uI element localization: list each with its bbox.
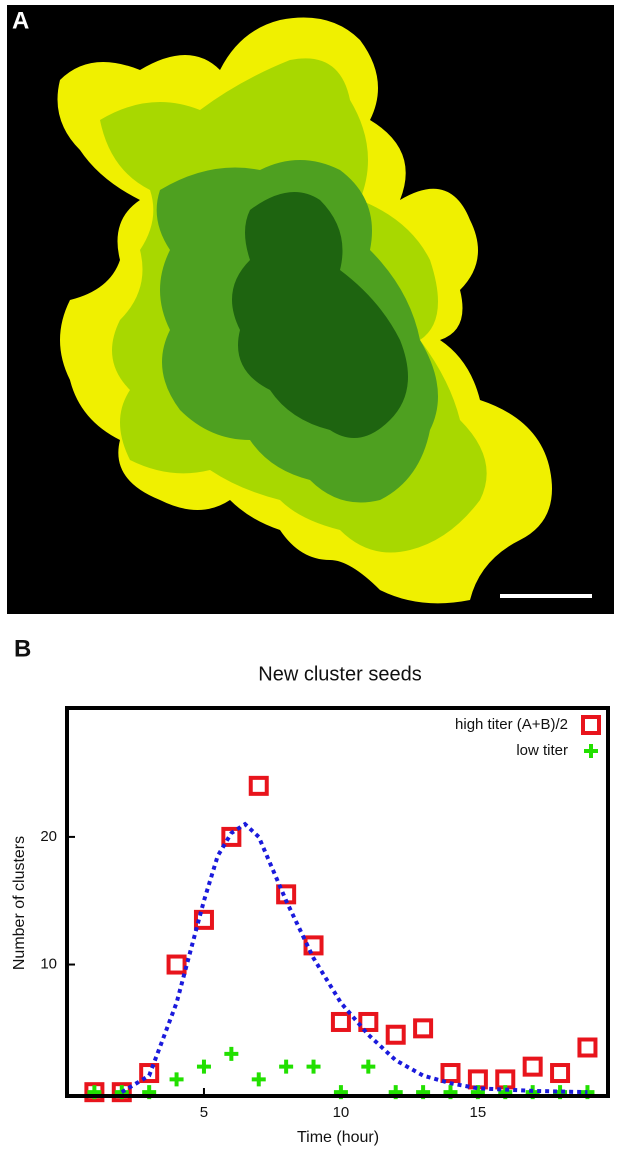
marker-square xyxy=(169,957,185,973)
legend-label: high titer (A+B)/2 xyxy=(455,716,568,733)
page: A B New cluster seeds Time (hour) Number… xyxy=(0,0,629,1151)
marker-square xyxy=(497,1071,513,1087)
marker-square xyxy=(442,1065,458,1081)
marker-square xyxy=(333,1014,349,1030)
x-tick-label: 5 xyxy=(200,1104,208,1121)
y-tick-label: 20 xyxy=(40,828,57,845)
fit-line xyxy=(122,824,588,1092)
marker-square xyxy=(415,1020,431,1036)
y-axis-label: Number of clusters xyxy=(11,836,28,970)
legend-label: low titer xyxy=(516,742,568,759)
legend-marker xyxy=(583,717,599,733)
marker-square xyxy=(579,1040,595,1056)
marker-plus xyxy=(307,1060,321,1074)
x-tick-label: 10 xyxy=(333,1104,350,1121)
legend-marker xyxy=(584,744,598,758)
marker-square xyxy=(388,1027,404,1043)
panel-label: B xyxy=(14,635,31,662)
marker-plus xyxy=(197,1060,211,1074)
marker-plus xyxy=(361,1060,375,1074)
marker-square xyxy=(552,1065,568,1081)
x-axis-label: Time (hour) xyxy=(297,1129,379,1146)
marker-plus xyxy=(279,1060,293,1074)
chart-title: New cluster seeds xyxy=(258,663,421,685)
panel-label: A xyxy=(12,7,29,34)
marker-square xyxy=(470,1071,486,1087)
figure: A B New cluster seeds Time (hour) Number… xyxy=(0,0,629,1151)
plot-frame xyxy=(67,708,608,1096)
marker-plus xyxy=(170,1072,184,1086)
marker-square xyxy=(360,1014,376,1030)
marker-plus xyxy=(224,1047,238,1061)
y-tick-label: 10 xyxy=(40,956,57,973)
micrograph xyxy=(7,5,614,614)
marker-square xyxy=(525,1059,541,1075)
marker-square xyxy=(251,778,267,794)
marker-plus xyxy=(252,1072,266,1086)
x-tick-label: 15 xyxy=(470,1104,487,1121)
